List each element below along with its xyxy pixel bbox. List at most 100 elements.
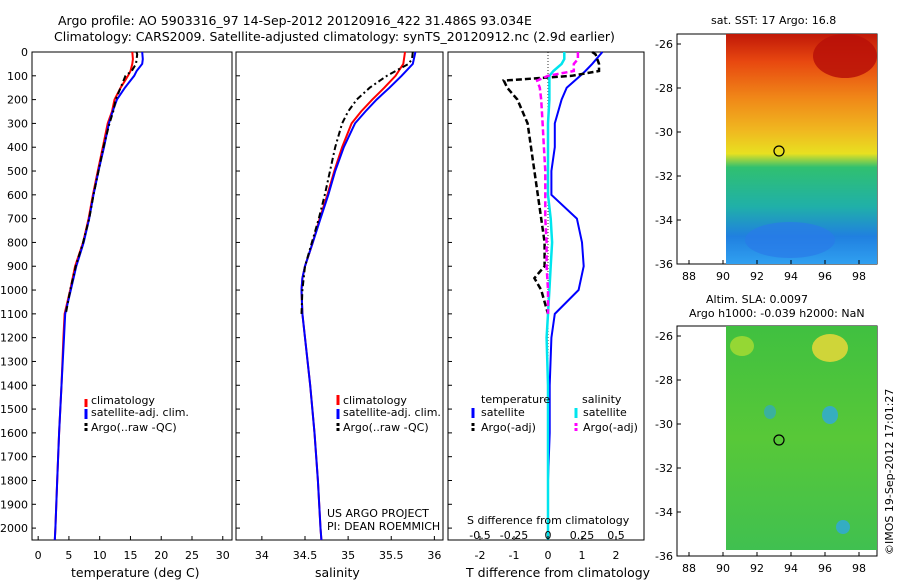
lat-tick-label: -30 — [655, 126, 673, 139]
lon-tick-label: 98 — [852, 270, 866, 283]
lat-tick-label: -26 — [655, 330, 673, 343]
x-tick-label: 25 — [185, 549, 199, 562]
lon-tick-label: 94 — [784, 562, 798, 575]
series-line-temperature-satellite — [547, 51, 604, 540]
x-tick-label-T: 1 — [579, 549, 586, 562]
legend-label-sal-argo: Argo(-adj) — [583, 421, 638, 434]
legend-label-satellite: satellite-adj. clim. — [91, 406, 189, 419]
series-line-argo-raw-qc- — [64, 51, 139, 315]
sst-map-ticks: -26 -28 -30 -32 -34 -36 88 90 92 94 96 98 — [655, 38, 866, 283]
lon-tick-label: 90 — [716, 562, 730, 575]
depth-tick-label: 300 — [7, 117, 28, 130]
temperature-series — [53, 51, 144, 541]
temperature-legend: climatology satellite-adj. clim. Argo(..… — [84, 394, 189, 434]
temperature-axes — [31, 51, 233, 541]
sst-cold-patch — [745, 222, 835, 258]
depth-tick-label: 1400 — [0, 379, 28, 392]
lat-tick-label: -34 — [655, 214, 673, 227]
lon-tick-label: 96 — [818, 562, 832, 575]
lat-tick-label: -28 — [655, 374, 673, 387]
x-tick-label-T: -1 — [509, 549, 520, 562]
sla-low-patch-2 — [764, 405, 776, 419]
x-tick-label: 5 — [65, 549, 72, 562]
depth-axis: 0 100 200 300 400 500 600 700 800 900 1000 1100 1200… — [0, 46, 452, 535]
difference-axes — [447, 51, 645, 541]
series-line-salinity-satellite — [545, 52, 566, 540]
depth-tick-label: 1800 — [0, 474, 28, 487]
depth-tick-label: 500 — [7, 165, 28, 178]
depth-tick-label: 700 — [7, 213, 28, 226]
temperature-x-ticks: 0 5 10 15 20 25 30 — [35, 536, 230, 562]
lat-tick-label: -32 — [655, 170, 673, 183]
legend-label-temp-satellite: satellite — [481, 406, 525, 419]
legend-label-climatology: climatology — [343, 394, 407, 407]
timestamp-stamp: ©IMOS 19-Sep-2012 17:01:27 — [883, 389, 896, 555]
difference-legend: temperature salinity satellite Argo(-adj… — [471, 393, 638, 434]
lat-tick-label: -36 — [655, 258, 673, 271]
legend-label-argo: Argo(..raw -QC) — [343, 421, 429, 434]
sst-argo-marker — [773, 145, 785, 157]
x-tick-label: 36 — [427, 549, 441, 562]
x-tick-label-S: 0.25 — [570, 529, 595, 542]
depth-tick-label: 1700 — [0, 451, 28, 464]
x-tick-label: 30 — [216, 549, 230, 562]
difference-x-ticks: -2 -1 0 1 2 -0.5 -0.25 0 0.25 0.5 — [469, 529, 624, 562]
legend-title-salinity: salinity — [582, 393, 622, 406]
depth-tick-label: 1600 — [0, 427, 28, 440]
depth-tick-label: 0 — [21, 46, 28, 59]
x-tick-label-T: -2 — [475, 549, 486, 562]
x-tick-label-S: 0.5 — [607, 529, 625, 542]
lat-tick-label: -30 — [655, 418, 673, 431]
x-tick-label: 15 — [123, 549, 137, 562]
lon-tick-label: 94 — [784, 270, 798, 283]
sla-map-ticks: -26 -28 -30 -32 -34 -36 88 90 92 94 96 98 — [655, 330, 866, 575]
salinity-axes — [235, 51, 444, 541]
x-tick-label: 10 — [93, 549, 107, 562]
legend-label-climatology: climatology — [91, 394, 155, 407]
depth-tick-label: 1500 — [0, 403, 28, 416]
legend-label-satellite: satellite-adj. clim. — [343, 406, 441, 419]
depth-tick-label: 800 — [7, 236, 28, 249]
x-tick-label: 35.5 — [379, 549, 404, 562]
depth-tick-label: 1100 — [0, 308, 28, 321]
lat-tick-label: -32 — [655, 462, 673, 475]
salinity-x-ticks: 34 34.5 35 35.5 36 — [255, 536, 441, 562]
legend-label-argo: Argo(..raw -QC) — [91, 421, 177, 434]
x-tick-label: 0 — [35, 549, 42, 562]
lat-tick-label: -28 — [655, 82, 673, 95]
lon-tick-label: 90 — [716, 270, 730, 283]
x-tick-label-S: -0.5 — [469, 529, 490, 542]
x-tick-label: 35 — [341, 549, 355, 562]
series-line-temperature-argo-adj- — [501, 50, 601, 315]
x-tick-label: 20 — [154, 549, 168, 562]
sla-map-title-line1: Altim. SLA: 0.0097 — [706, 293, 808, 306]
lat-tick-label: -26 — [655, 38, 673, 51]
legend-label-temp-argo: Argo(-adj) — [481, 421, 536, 434]
x-tick-label-S: 0 — [545, 529, 552, 542]
figure-title-line2: Climatology: CARS2009. Satellite-adjuste… — [54, 29, 615, 44]
lon-tick-label: 88 — [682, 270, 696, 283]
lon-tick-label: 96 — [818, 270, 832, 283]
depth-tick-label: 400 — [7, 141, 28, 154]
legend-label-sal-satellite: satellite — [583, 406, 627, 419]
series-line-argo-raw-qc- — [300, 51, 414, 314]
depth-tick-label: 100 — [7, 70, 28, 83]
salinity-xlabel: salinity — [315, 565, 360, 580]
legend-title-temperature: temperature — [481, 393, 550, 406]
sla-high-patch-2 — [730, 336, 754, 356]
lat-tick-label: -34 — [655, 506, 673, 519]
series-line-climatology — [53, 51, 134, 541]
project-annotation-line2: PI: DEAN ROEMMICH — [327, 520, 440, 533]
depth-tick-label: 1200 — [0, 332, 28, 345]
depth-tick-label: 600 — [7, 189, 28, 202]
sla-argo-marker — [773, 434, 785, 446]
project-annotation-line1: US ARGO PROJECT — [327, 507, 429, 520]
s-difference-label: S difference from climatology — [467, 514, 630, 527]
depth-tick-label: 1000 — [0, 284, 28, 297]
depth-tick-label: 1900 — [0, 498, 28, 511]
depth-tick-label: 900 — [7, 260, 28, 273]
sla-low-patch-1 — [822, 406, 838, 424]
difference-series — [501, 50, 604, 540]
sst-map-title: sat. SST: 17 Argo: 16.8 — [711, 14, 836, 27]
